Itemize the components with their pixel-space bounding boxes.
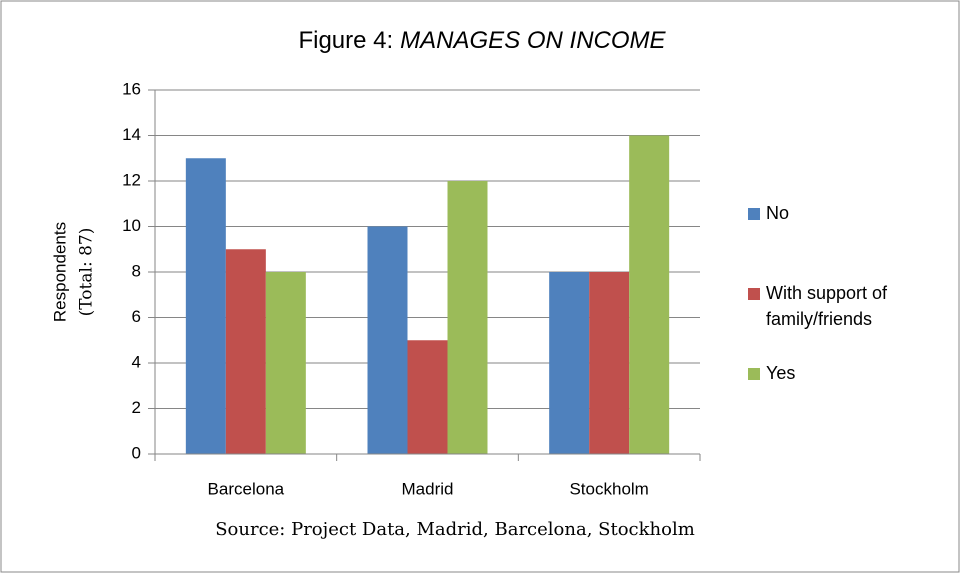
y-tick-label: 4 [132,352,141,371]
bar [225,249,266,454]
y-axis-label: (Total: 87) [77,228,97,317]
title-main: Figure 4: [298,27,393,54]
bar [447,181,488,454]
y-tick-label: 2 [132,398,141,417]
y-tick-label: 8 [132,261,141,280]
x-tick-label: Madrid [402,479,454,498]
y-tick-label: 10 [122,216,141,235]
y-tick-label: 12 [122,170,141,189]
y-tick-label: 14 [122,125,141,144]
y-tick-label: 0 [132,443,141,462]
bar [629,135,670,454]
y-tick-label: 6 [132,307,141,326]
bar [367,226,408,454]
source-note: Source: Project Data, Madrid, Barcelona,… [215,519,695,540]
legend-item: With support of family/friends [748,280,938,360]
x-tick-label: Barcelona [208,479,285,498]
legend-label: No [766,203,790,223]
bar [549,272,590,454]
legend-item: No [748,200,938,280]
y-tick-label: 16 [122,79,141,98]
legend-item: Yes [748,360,938,440]
bar [265,272,306,454]
legend-swatch [748,368,760,380]
legend: No With support of family/friends Yes [748,200,938,440]
bar [589,272,630,454]
title-emphasis: MANAGES ON INCOME [400,27,666,54]
y-axis-label: Respondents [50,222,69,322]
bar [185,158,226,454]
legend-swatch [748,288,760,300]
bar [407,340,448,454]
legend-label: With support of family/friends [766,283,888,329]
chart-title: Figure 4: MANAGES ON INCOME [298,27,666,54]
legend-swatch [748,208,760,220]
legend-label: Yes [766,363,796,383]
x-tick-label: Stockholm [569,479,648,498]
